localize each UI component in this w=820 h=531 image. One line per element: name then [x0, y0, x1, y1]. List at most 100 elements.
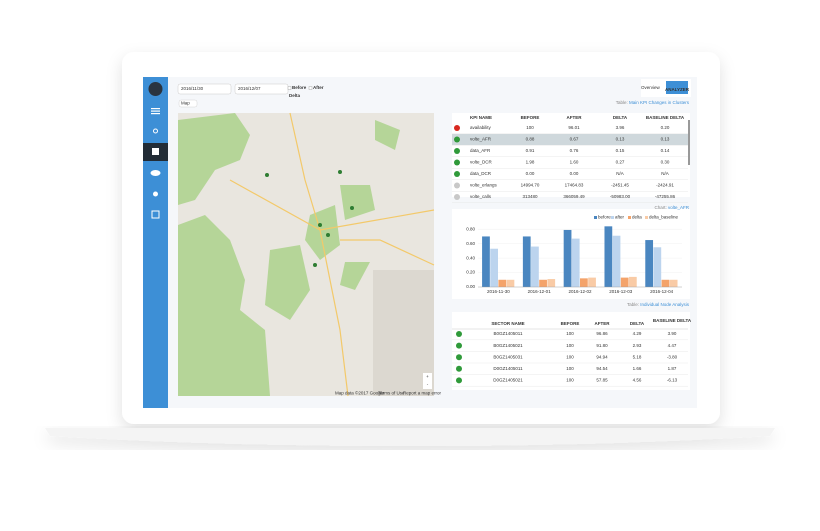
cell: 0.91: [526, 148, 535, 153]
bar: [661, 279, 670, 287]
y-tick-label: 0.00: [466, 284, 475, 289]
x-tick-label: 2016-12-03: [609, 289, 633, 294]
status-dot: [454, 148, 460, 154]
status-dot: [454, 171, 460, 177]
cell: volte_calls: [470, 194, 492, 199]
menu-icon[interactable]: [151, 110, 160, 112]
bar: [547, 279, 556, 287]
legend-swatch: [645, 216, 648, 219]
cell: -2424.91: [656, 183, 674, 188]
legend-swatch: [594, 216, 597, 219]
bar: [498, 279, 507, 287]
status-dot: [456, 342, 462, 349]
bar: [628, 276, 637, 287]
cell: 1.87: [668, 366, 677, 371]
column-header: BEFORE: [521, 115, 540, 120]
nav-icon[interactable]: [152, 148, 159, 155]
nav-icon[interactable]: [153, 191, 158, 197]
nav-icon[interactable]: [150, 170, 161, 176]
cell: 0.20: [661, 125, 670, 130]
end-date: 2016/12/07: [238, 86, 261, 91]
cell: -47255.86: [655, 194, 676, 199]
menu-icon[interactable]: [151, 108, 160, 110]
nav-icon[interactable]: [151, 210, 160, 219]
menu-icon[interactable]: [151, 113, 160, 115]
status-dot: [454, 182, 460, 189]
column-header: BASELINE DELTA: [646, 115, 685, 120]
cell: N/A: [616, 171, 624, 176]
scrollbar[interactable]: [688, 120, 690, 165]
logo-text: ANALYZER: [665, 87, 690, 92]
cell: 1.60: [570, 160, 579, 165]
cell: 0.00: [570, 171, 579, 176]
cell: B0GZ1405011: [494, 331, 523, 336]
cell: 17464.83: [565, 183, 584, 188]
cell: 100: [566, 354, 574, 359]
cell: 366059.49: [563, 194, 585, 199]
map-markers: [265, 170, 354, 267]
cell: 4.29: [633, 331, 642, 336]
x-tick-label: 2016-12-04: [650, 289, 674, 294]
bar: [612, 235, 621, 287]
map-attribution: Map data ©2017 Google: [335, 390, 385, 396]
panel-title: Table: Main KPI Changes in Clusters: [616, 100, 690, 105]
zoom-in: +: [426, 374, 429, 379]
node-table: [452, 312, 690, 390]
bar: [531, 246, 539, 287]
zoom-control[interactable]: [423, 373, 432, 389]
column-header: BEFORE: [561, 321, 580, 326]
cell: 0.88: [526, 137, 535, 142]
cell: 96.01: [568, 125, 580, 130]
cell: -3.80: [667, 354, 678, 359]
option-label: Before: [292, 85, 307, 90]
kpi-table: [452, 113, 690, 197]
map-roads: [229, 112, 435, 397]
date-input[interactable]: [177, 83, 232, 95]
cell: B0GZ1405031: [493, 354, 523, 359]
column-header: SECTOR NAME: [491, 321, 524, 326]
row-highlight: [452, 134, 688, 145]
cell: volte_AFR: [470, 137, 492, 142]
nav-icon[interactable]: [153, 128, 158, 134]
y-tick-label: 0.40: [466, 255, 475, 260]
bar: [539, 279, 547, 287]
cell: 100: [566, 343, 574, 348]
checkbox[interactable]: [308, 86, 313, 90]
overview-link: Overview: [641, 85, 661, 90]
y-tick-label: 0.80: [466, 226, 475, 231]
x-tick-label: 2016-11-30: [487, 289, 510, 294]
column-header: AFTER: [567, 115, 583, 120]
status-dot: [454, 159, 460, 166]
panel-title: Table: Individual Node Analysis: [627, 302, 690, 307]
cell: N/A: [661, 171, 669, 176]
y-tick-label: 0.60: [466, 241, 475, 246]
bar: [506, 279, 515, 287]
cell: 100: [566, 331, 574, 336]
legend-label: after: [615, 215, 625, 220]
checkbox[interactable]: [287, 86, 292, 90]
bar: [580, 278, 588, 287]
cell: volte_DCR: [470, 160, 493, 165]
start-date: 2016/11/30: [181, 86, 204, 91]
status-dot: [456, 365, 462, 372]
cell: availability: [470, 125, 492, 130]
status-dot: [454, 125, 460, 131]
legend-label: before: [598, 215, 611, 220]
legend-swatch: [611, 216, 614, 219]
laptop-base: [45, 428, 775, 446]
cell: 1.66: [633, 366, 642, 371]
column-header: DELTA: [630, 321, 645, 326]
column-header: DELTA: [613, 115, 628, 120]
logo-badge: [666, 81, 688, 94]
cell: -50983.00: [610, 194, 631, 199]
legend-swatch: [628, 216, 631, 219]
cell: 4.47: [668, 343, 677, 348]
cell: -2451.45: [611, 183, 629, 188]
cell: 100: [566, 366, 574, 371]
bar: [482, 236, 490, 287]
legend-label: delta_baseline: [649, 215, 679, 220]
map-selector[interactable]: [178, 99, 198, 108]
bar: [620, 277, 629, 287]
cell: data_DCR: [470, 171, 492, 176]
option-label: After: [313, 85, 324, 90]
